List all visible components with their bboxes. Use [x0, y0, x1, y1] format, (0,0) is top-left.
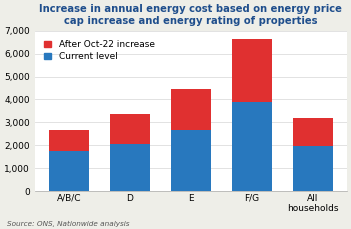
- Legend: After Oct-22 increase, Current level: After Oct-22 increase, Current level: [42, 38, 157, 63]
- Text: Source: ONS, Nationwide analysis: Source: ONS, Nationwide analysis: [7, 221, 130, 227]
- Bar: [293, 146, 333, 191]
- Bar: [293, 118, 333, 146]
- Bar: [49, 151, 88, 191]
- Bar: [110, 144, 150, 191]
- Title: Increase in annual energy cost based on energy price
cap increase and energy rat: Increase in annual energy cost based on …: [39, 4, 342, 26]
- Bar: [232, 39, 272, 102]
- Bar: [171, 89, 211, 131]
- Bar: [110, 114, 150, 144]
- Bar: [232, 102, 272, 191]
- Bar: [49, 131, 88, 151]
- Bar: [171, 131, 211, 191]
